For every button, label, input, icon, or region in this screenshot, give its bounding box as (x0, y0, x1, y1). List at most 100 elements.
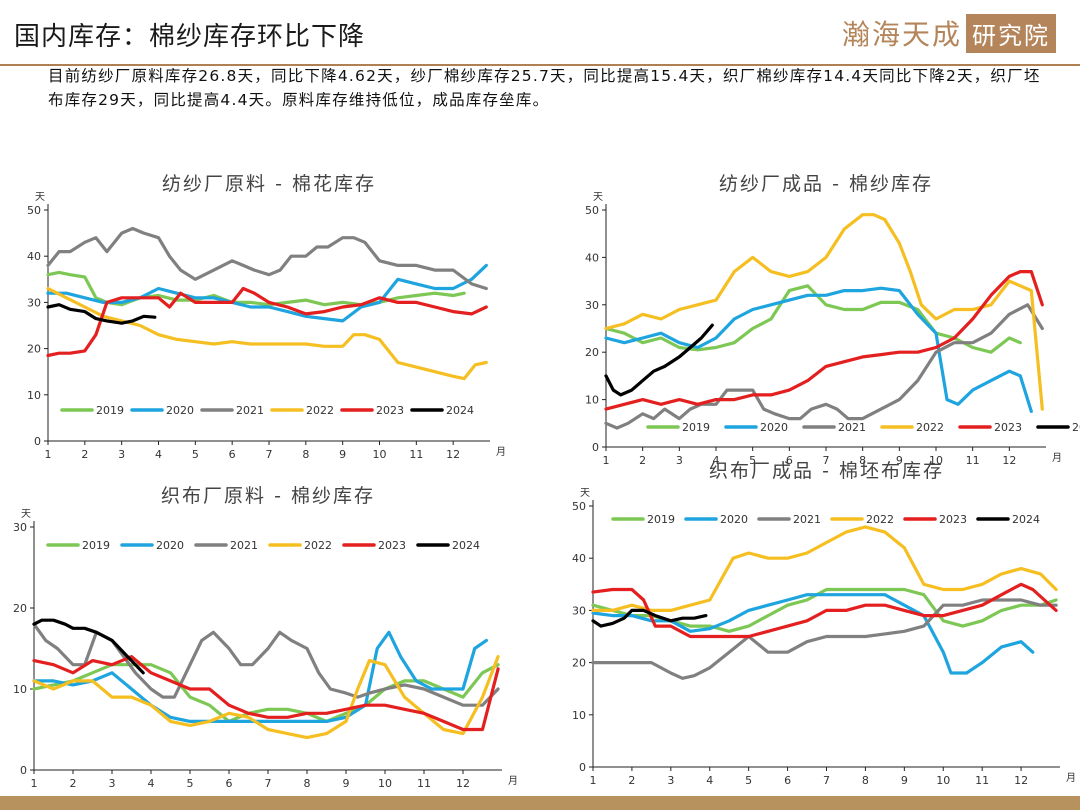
series-line-2022 (32, 655, 500, 740)
y-tick-label: 30 (13, 521, 27, 534)
x-tick-label: 11 (966, 454, 980, 467)
x-tick-label: 4 (155, 448, 162, 461)
series-line-2024 (32, 618, 145, 675)
x-tick-label: 12 (446, 448, 460, 461)
y-tick-label: 40 (585, 251, 599, 264)
series-line-2023 (32, 655, 500, 732)
series-line-2019 (46, 270, 466, 307)
series-line-2023 (591, 582, 1058, 639)
x-tick-label: 10 (936, 774, 950, 787)
x-tick-label: 3 (109, 777, 116, 790)
x-tick-label: 1 (45, 448, 52, 461)
brand-logo: 瀚海天成 研究院 (842, 10, 1056, 56)
chart-spinning-finished-yarn: 纺纱厂成品 - 棉纱库存天 0 10 20 30 40 50 1 2 3 4 5 6 7 8 9 10 11 12 月… (560, 170, 1080, 467)
legend-label-2022: 2022 (916, 421, 944, 434)
y-tick-label: 0 (579, 761, 586, 774)
x-unit-label: 月 (1066, 772, 1076, 784)
x-tick-label: 7 (823, 774, 830, 787)
legend-label-2019: 2019 (647, 513, 675, 526)
legend-label-2019: 2019 (682, 421, 710, 434)
legend-label-2020: 2020 (166, 404, 194, 417)
series-line-2021 (604, 303, 1044, 430)
x-tick-label: 7 (266, 448, 273, 461)
x-tick-label: 10 (929, 454, 943, 467)
legend-label-2022: 2022 (866, 513, 894, 526)
legend-label-2024: 2024 (1072, 421, 1080, 434)
series-line-2021 (591, 598, 1058, 680)
x-tick-label: 3 (676, 454, 683, 467)
y-tick-label: 30 (572, 604, 586, 617)
summary-text: 目前纺纱厂原料库存26.8天，同比下降4.62天，纱厂棉纱库存25.7天，同比提… (48, 67, 1041, 109)
y-tick-label: 10 (13, 683, 27, 696)
x-tick-label: 5 (192, 448, 199, 461)
y-tick-label: 0 (20, 764, 27, 777)
legend-label-2024: 2024 (1012, 513, 1040, 526)
x-tick-label: 12 (1014, 774, 1028, 787)
series-line-2020 (46, 263, 488, 323)
series-line-2022 (591, 525, 1058, 612)
x-unit-label: 月 (1052, 452, 1062, 464)
y-tick-label: 0 (592, 441, 599, 454)
y-unit-label: 天 (593, 192, 603, 203)
legend-label-2020: 2020 (156, 539, 184, 552)
legend-label-2024: 2024 (446, 404, 474, 417)
x-tick-label: 7 (265, 777, 272, 790)
y-tick-label: 30 (585, 299, 599, 312)
x-tick-label: 11 (975, 774, 989, 787)
chart-weaving-raw-yarn: 织布厂原料 - 棉纱库存天 0 10 20 30 1 2 3 4 5 6 7 8 9 10 11 12 月 2019… (0, 482, 520, 792)
series-line-2023 (604, 270, 1044, 411)
legend-label-2019: 2019 (96, 404, 124, 417)
chart-weaving-finished-greige: 织布厂成品 - 棉坯布库存天 0 10 20 30 40 50 1 2 3 4 5 6 7 8 9 10 11 12… (545, 455, 1076, 800)
x-tick-label: 6 (786, 454, 793, 467)
chart-title: 纺纱厂成品 - 棉纱库存 (719, 173, 933, 195)
x-tick-label: 2 (70, 777, 77, 790)
y-tick-label: 10 (572, 709, 586, 722)
x-tick-label: 11 (417, 777, 431, 790)
y-tick-label: 0 (34, 435, 41, 448)
y-tick-label: 10 (585, 394, 599, 407)
x-tick-label: 12 (1002, 454, 1016, 467)
series-line-2024 (591, 608, 708, 628)
x-tick-label: 9 (896, 454, 903, 467)
y-tick-label: 40 (27, 250, 41, 263)
series-line-2020 (604, 286, 1033, 413)
legend-label-2023: 2023 (378, 539, 406, 552)
y-tick-label: 20 (27, 343, 41, 356)
legend-label-2021: 2021 (236, 404, 264, 417)
x-tick-label: 5 (749, 454, 756, 467)
x-tick-label: 10 (373, 448, 387, 461)
x-tick-label: 1 (31, 777, 38, 790)
x-tick-label: 2 (628, 774, 635, 787)
legend-label-2022: 2022 (304, 539, 332, 552)
y-unit-label: 天 (35, 192, 45, 203)
series-line-2023 (46, 286, 488, 358)
y-tick-label: 40 (572, 552, 586, 565)
y-tick-label: 20 (572, 657, 586, 670)
title-bar: 国内库存：棉纱库存环比下降 瀚海天成 研究院 (0, 0, 1080, 66)
x-tick-label: 3 (118, 448, 125, 461)
y-tick-label: 20 (585, 346, 599, 359)
footer-bar (0, 796, 1080, 810)
legend-label-2021: 2021 (838, 421, 866, 434)
y-tick-label: 50 (27, 204, 41, 217)
series-line-2021 (46, 226, 488, 291)
y-tick-label: 50 (572, 500, 586, 513)
x-tick-label: 5 (745, 774, 752, 787)
x-tick-label: 4 (148, 777, 155, 790)
x-tick-label: 2 (639, 454, 646, 467)
legend-label-2024: 2024 (452, 539, 480, 552)
x-tick-label: 6 (226, 777, 233, 790)
legend-label-2022: 2022 (306, 404, 334, 417)
legend-label-2020: 2020 (760, 421, 788, 434)
chart-title: 纺纱厂原料 - 棉花库存 (162, 173, 376, 195)
x-tick-label: 8 (302, 448, 309, 461)
x-tick-label: 6 (229, 448, 236, 461)
x-tick-label: 8 (304, 777, 311, 790)
page-title: 国内库存：棉纱库存环比下降 (14, 22, 366, 52)
x-tick-label: 12 (456, 777, 470, 790)
y-tick-label: 50 (585, 204, 599, 217)
legend-label-2023: 2023 (376, 404, 404, 417)
